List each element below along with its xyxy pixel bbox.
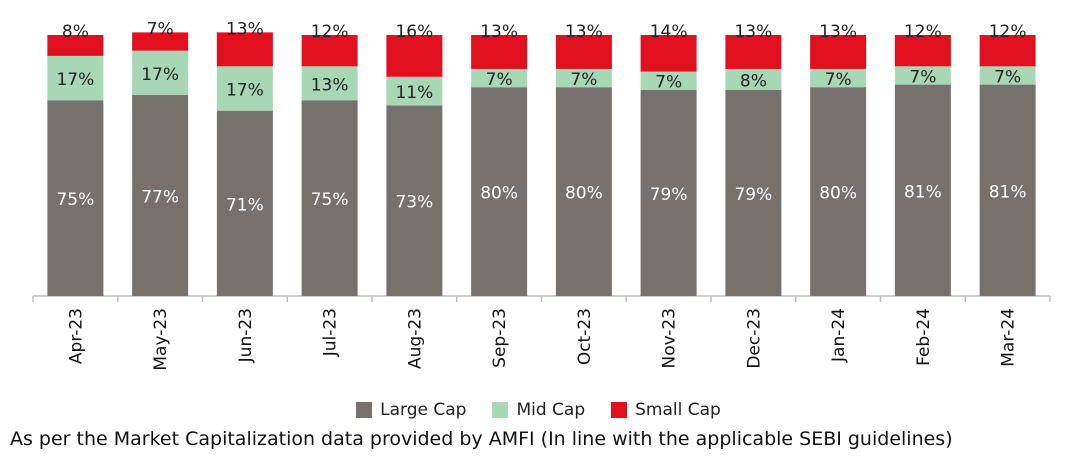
- x-tick-label: Feb-24: [914, 308, 934, 366]
- legend-item-small-cap: Small Cap: [611, 400, 721, 420]
- data-label-small-cap: 12%: [989, 22, 1027, 42]
- x-tick-label: Jul-23: [321, 308, 341, 357]
- bar-mid-cap: [555, 68, 612, 88]
- bar-mid-cap: [725, 68, 782, 90]
- footnote: As per the Market Capitalization data pr…: [10, 428, 953, 450]
- x-tick-label: Nov-23: [660, 308, 680, 369]
- data-label-small-cap: 16%: [395, 22, 433, 42]
- data-label-mid-cap: 7%: [486, 70, 513, 90]
- x-tick-label: Aug-23: [405, 308, 425, 369]
- data-label-mid-cap: 13%: [311, 75, 349, 95]
- x-tick-label: Jun-23: [236, 308, 256, 363]
- legend-swatch: [492, 402, 509, 418]
- data-label-small-cap: 13%: [565, 22, 603, 42]
- legend-label: Small Cap: [635, 400, 721, 420]
- bar-small-cap: [725, 35, 782, 69]
- bar-large-cap: [471, 87, 528, 296]
- bar-small-cap: [555, 35, 612, 69]
- bar-large-cap: [894, 84, 951, 296]
- bar-small-cap: [47, 35, 104, 56]
- data-label-small-cap: 13%: [480, 22, 518, 42]
- legend-swatch: [611, 402, 628, 418]
- bar-mid-cap: [979, 66, 1036, 85]
- legend-swatch: [356, 402, 373, 418]
- x-tick-label: May-23: [151, 308, 171, 371]
- bar-mid-cap: [216, 66, 273, 111]
- data-label-large-cap: 80%: [480, 184, 518, 204]
- bar-large-cap: [810, 87, 867, 296]
- bar-mid-cap: [810, 68, 867, 88]
- data-label-small-cap: 12%: [904, 22, 942, 42]
- bar-large-cap: [979, 84, 1036, 296]
- bar-small-cap: [979, 35, 1036, 67]
- data-label-mid-cap: 7%: [825, 70, 852, 90]
- data-label-small-cap: 13%: [819, 22, 857, 42]
- data-label-small-cap: 14%: [650, 22, 688, 42]
- x-tick-label: Apr-23: [66, 308, 86, 364]
- bar-mid-cap: [894, 66, 951, 85]
- data-label-large-cap: 80%: [565, 184, 603, 204]
- bar-large-cap: [555, 87, 612, 296]
- bar-mid-cap: [132, 50, 189, 96]
- bar-large-cap: [132, 95, 189, 296]
- legend: Large Cap Mid Cap Small Cap: [0, 396, 1077, 424]
- data-label-small-cap: 8%: [62, 22, 89, 42]
- data-label-mid-cap: 17%: [141, 65, 179, 85]
- data-label-large-cap: 81%: [989, 182, 1027, 202]
- bar-small-cap: [216, 32, 273, 67]
- bar-mid-cap: [471, 68, 528, 88]
- data-label-mid-cap: 8%: [740, 71, 767, 91]
- data-label-large-cap: 80%: [819, 184, 857, 204]
- data-label-mid-cap: 11%: [395, 83, 433, 103]
- bar-small-cap: [894, 35, 951, 67]
- x-tick-label: Mar-24: [999, 308, 1019, 367]
- bar-mid-cap: [640, 71, 697, 90]
- data-label-small-cap: 13%: [734, 22, 772, 42]
- data-label-mid-cap: 7%: [570, 70, 597, 90]
- legend-label: Mid Cap: [516, 400, 586, 420]
- data-label-mid-cap: 7%: [655, 73, 682, 93]
- bar-large-cap: [640, 89, 697, 296]
- data-label-large-cap: 81%: [904, 182, 942, 202]
- data-label-mid-cap: 7%: [909, 67, 936, 87]
- bar-large-cap: [725, 89, 782, 296]
- x-tick-label: Jan-24: [829, 308, 849, 363]
- x-tick-label: Sep-23: [490, 308, 510, 368]
- data-label-large-cap: 75%: [56, 190, 94, 210]
- bar-mid-cap: [301, 66, 358, 101]
- data-label-large-cap: 73%: [395, 193, 433, 213]
- bar-small-cap: [301, 35, 358, 67]
- bar-mid-cap: [47, 55, 104, 101]
- bar-small-cap: [640, 35, 697, 72]
- data-label-mid-cap: 17%: [56, 70, 94, 90]
- bar-mid-cap: [386, 76, 443, 106]
- bar-large-cap: [47, 100, 104, 296]
- x-tick-label: Oct-23: [575, 308, 595, 365]
- data-label-large-cap: 75%: [311, 190, 349, 210]
- data-label-large-cap: 71%: [226, 195, 264, 215]
- bar-small-cap: [132, 32, 189, 51]
- data-label-large-cap: 79%: [734, 185, 772, 205]
- data-label-mid-cap: 7%: [994, 67, 1021, 87]
- data-label-large-cap: 79%: [650, 185, 688, 205]
- bar-small-cap: [471, 35, 528, 69]
- bar-small-cap: [810, 35, 867, 69]
- data-label-small-cap: 12%: [311, 22, 349, 42]
- legend-item-mid-cap: Mid Cap: [492, 400, 585, 420]
- data-label-small-cap: 13%: [226, 19, 264, 39]
- bar-small-cap: [386, 35, 443, 77]
- legend-item-large-cap: Large Cap: [356, 400, 466, 420]
- bar-large-cap: [301, 100, 358, 296]
- data-label-mid-cap: 17%: [226, 81, 264, 101]
- data-label-large-cap: 77%: [141, 188, 179, 208]
- bar-large-cap: [216, 110, 273, 296]
- bar-large-cap: [386, 105, 443, 296]
- x-tick-label: Dec-23: [744, 308, 764, 369]
- data-label-small-cap: 7%: [147, 19, 174, 39]
- stacked-bar-chart: 75% 17% 8% Apr-23 77% 17% 7% May-23 71% 17% 13% Jun…: [32, 19, 1051, 371]
- legend-label: Large Cap: [380, 400, 467, 420]
